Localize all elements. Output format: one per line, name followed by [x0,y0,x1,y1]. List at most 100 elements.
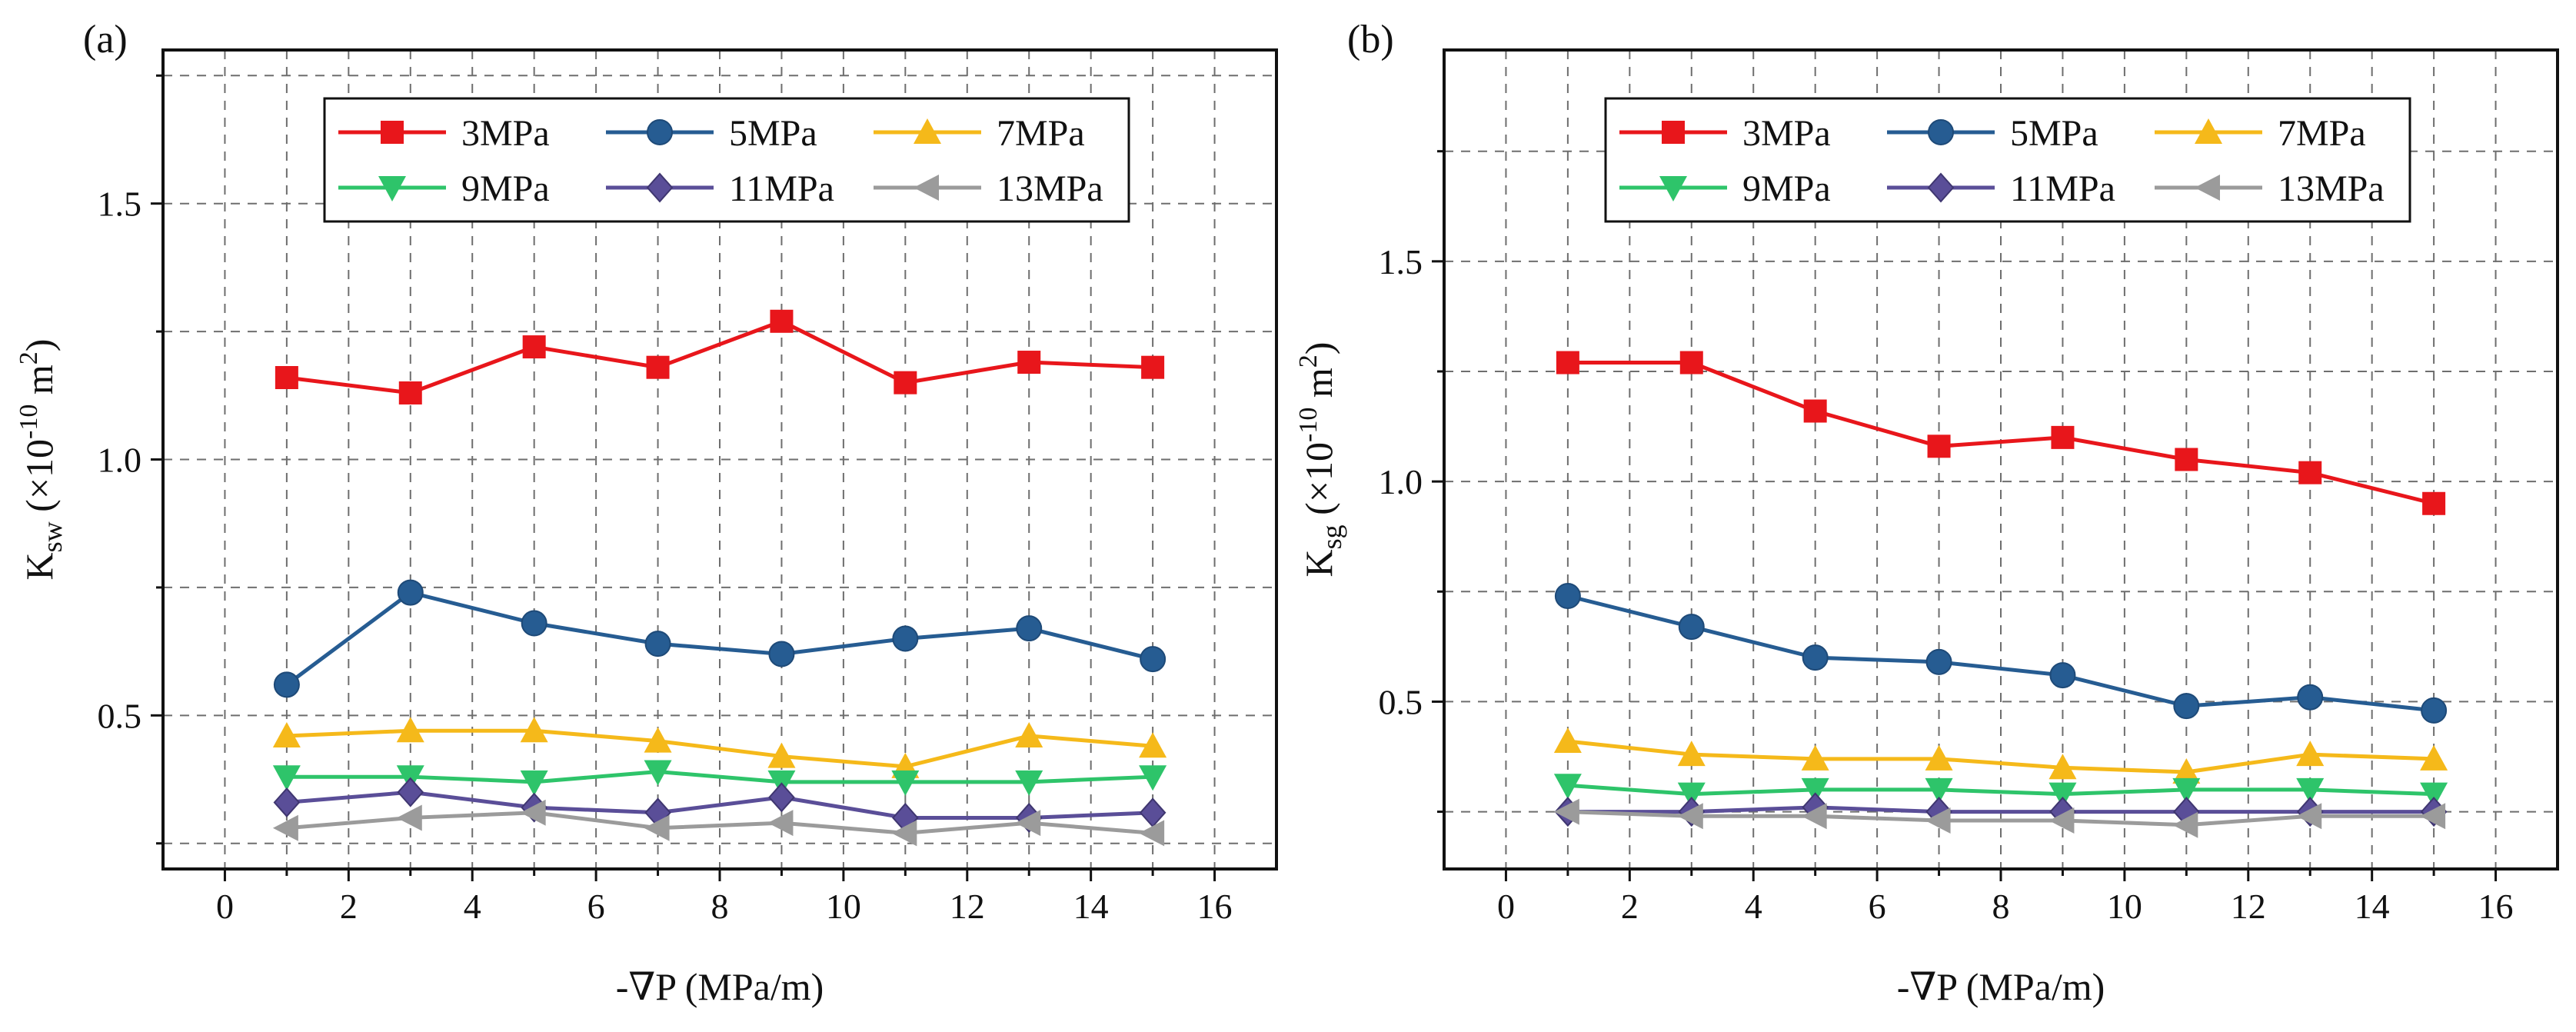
series-7MPa [1553,727,2448,784]
y-label-mid: m [18,365,61,404]
data-point [1925,807,1951,834]
series-5MPa [273,579,1167,698]
data-point [2296,803,2322,830]
data-point [2297,684,2324,711]
series-line [285,590,1153,687]
x-tick-label: 14 [1073,887,1109,926]
y-label-exp1: -10 [1294,408,1323,442]
data-point [891,820,917,847]
data-point [646,355,670,379]
data-point [767,742,796,768]
x-axis-label: -∇P (MPa/m) [1897,965,2105,1008]
data-point [273,787,301,817]
y-label-post: ) [18,339,61,352]
legend-label: 9MPa [461,168,550,209]
data-point [2175,448,2198,471]
legend-box [1604,97,2411,223]
data-point [396,717,424,743]
legend-marker [914,118,941,144]
data-point [1553,798,1579,825]
x-tick-label: 12 [2231,887,2266,926]
data-point [1925,777,1953,804]
y-axis-label: Ksw (×10-10 m2) [15,339,68,581]
data-point [1139,732,1167,758]
x-tick-label: 16 [1197,887,1233,926]
x-tick-label: 4 [464,887,481,926]
data-point [1015,721,1043,747]
data-point [2421,697,2448,724]
series-11MPa [273,777,1167,833]
y-label-pre: (×10 [18,439,61,521]
legend-item: 9MPa [1619,168,1831,209]
legend-marker [647,119,673,145]
y-axis-label-text: Ksw (×10-10 m2) [15,339,68,581]
legend-label: 3MPa [461,113,550,154]
legend-item: 3MPa [1619,113,1831,154]
y-label-exp2: 2 [15,351,43,365]
data-point [2420,744,2448,771]
legend-label: 7MPa [2278,113,2366,154]
data-point [2172,758,2201,784]
x-tick-label: 0 [216,887,234,926]
legend-marker [378,176,406,201]
y-tick-label: 1.5 [1379,242,1423,281]
panel-label: (a) [83,18,128,62]
x-tick-label: 2 [1621,887,1639,926]
data-point [1553,774,1582,800]
data-point [1553,727,1582,753]
series-7MPa [272,717,1167,778]
data-point [1801,777,1829,804]
data-point [273,671,300,698]
legend-label: 3MPa [1742,113,1831,154]
series-line [1567,739,2435,774]
legend-label: 9MPa [1742,168,1831,209]
series-line [1567,810,2435,827]
data-point [644,760,672,786]
legend-marker [1662,121,1685,144]
data-point [1015,810,1041,837]
data-point [272,765,301,791]
y-tick-label: 1.0 [98,441,142,480]
data-point [2298,461,2322,484]
series-line [286,319,1153,395]
data-point [2172,777,2201,804]
series-9MPa [272,760,1167,796]
data-point [1679,351,1703,375]
data-point [397,579,424,606]
data-point [768,782,795,813]
data-point [1802,644,1829,671]
data-point [522,335,546,359]
x-tick-label: 4 [1745,887,1762,926]
legend-label: 13MPa [2278,168,2385,209]
legend-item: 11MPa [606,168,834,209]
legend-marker [646,172,674,203]
y-tick-label: 0.5 [98,696,142,735]
x-tick-label: 2 [340,887,358,926]
x-tick-label: 10 [2107,887,2142,926]
series-line [286,790,1153,820]
data-point [1677,803,1703,830]
data-point [644,727,672,753]
series-line [286,811,1153,835]
data-point [1801,744,1829,771]
data-point [1139,765,1167,791]
legend-item: 7MPa [874,113,1085,154]
data-point [1927,434,1951,458]
data-point [892,625,919,652]
data-point [1677,782,1706,808]
data-point [2420,803,2446,830]
data-point [644,814,670,841]
legend-label: 5MPa [2010,113,2098,154]
data-point [1017,351,1041,375]
data-point [1801,803,1827,830]
legend-label: 11MPa [729,168,834,209]
legend-marker [1927,172,1955,203]
data-point [1677,741,1706,767]
y-tick-label: 1.0 [1379,462,1423,501]
series-3MPa [275,309,1165,404]
data-point [272,721,301,747]
x-tick-label: 6 [587,887,605,926]
data-point [2296,777,2325,804]
x-tick-label: 16 [2478,887,2514,926]
